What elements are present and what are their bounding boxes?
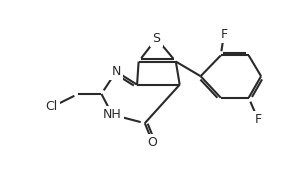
Text: F: F [255, 113, 261, 126]
Text: S: S [152, 32, 161, 45]
Text: F: F [220, 28, 228, 41]
Text: NH: NH [103, 108, 122, 121]
Text: N: N [112, 65, 121, 78]
Text: O: O [148, 136, 158, 149]
Text: Cl: Cl [46, 101, 58, 113]
